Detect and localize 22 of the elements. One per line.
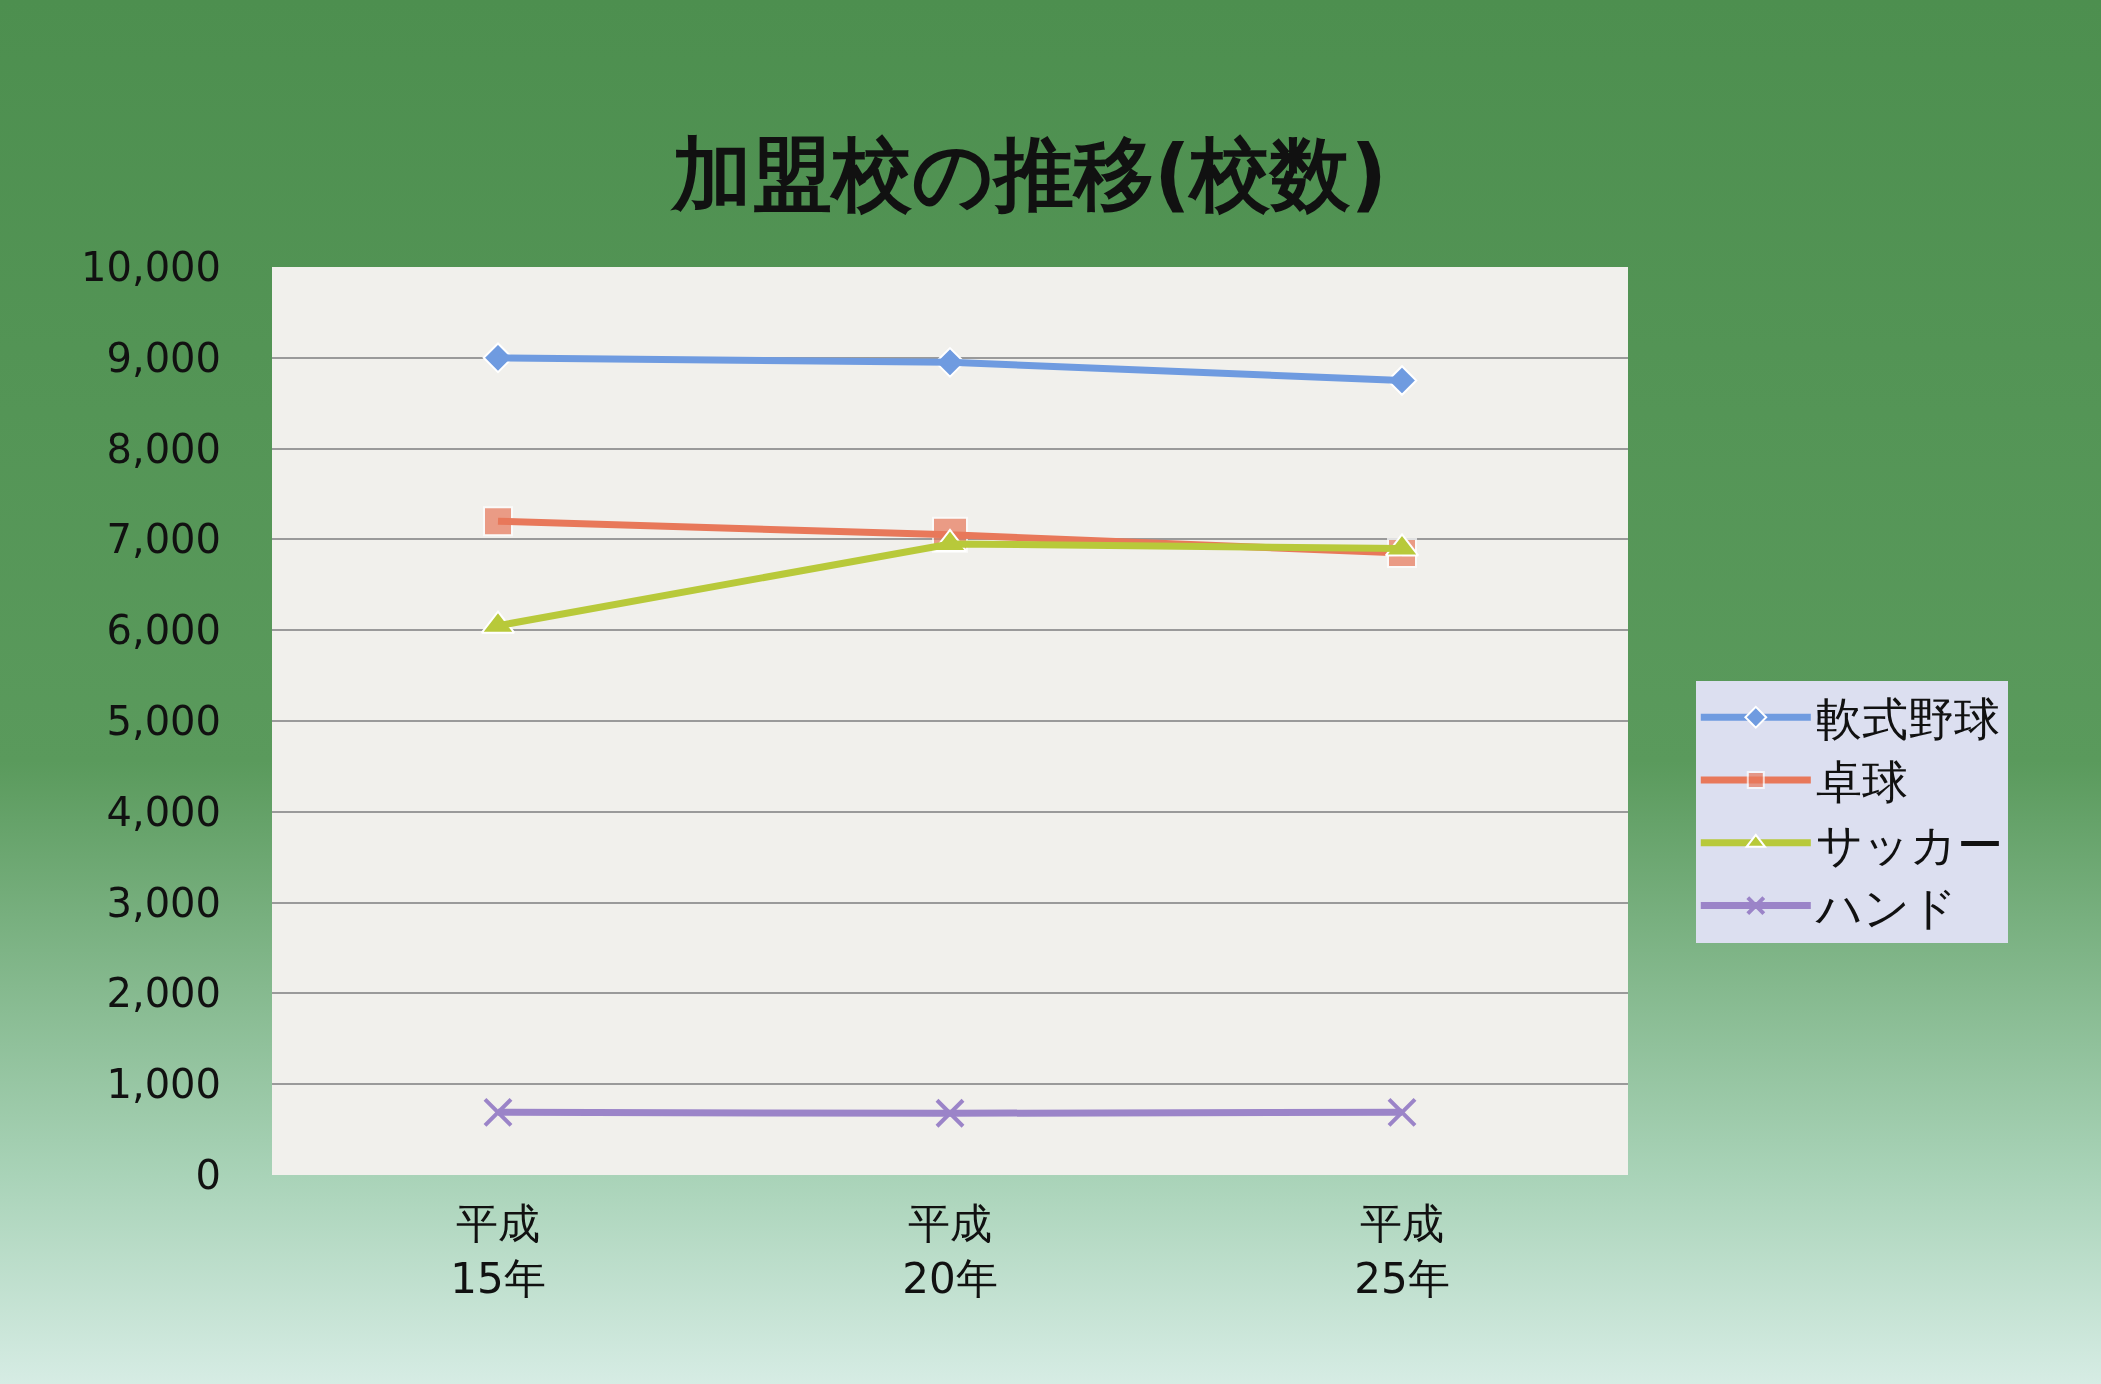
legend-label: 軟式野球 [1815, 692, 2000, 747]
y-tick-label: 0 [195, 1152, 221, 1198]
y-tick-label: 7,000 [106, 516, 221, 563]
y-tick-label: 3,000 [106, 879, 221, 926]
point [483, 1097, 513, 1128]
chart-title: 加盟校の推移(校数) [669, 128, 1388, 222]
y-tick-label: 6,000 [106, 607, 221, 654]
x-tick-label: 平成 15年 [450, 1199, 546, 1303]
y-tick-label: 9,000 [106, 334, 221, 381]
x-tick-label: 平成 25年 [1354, 1199, 1450, 1303]
y-tick-label: 2,000 [106, 970, 221, 1017]
legend-label: 卓球 [1815, 754, 1908, 809]
x-tick-label: 平成 20年 [902, 1199, 998, 1303]
y-tick-label: 5,000 [106, 698, 221, 744]
y-tick-label: 8,000 [106, 425, 221, 472]
y-tick-label: 10,000 [81, 244, 221, 290]
point [935, 1098, 965, 1129]
legend-label: ハンド [1814, 880, 1957, 935]
y-tick-label: 1,000 [106, 1061, 221, 1108]
legend-label: サッカー [1815, 817, 2003, 872]
y-tick-label: 4,000 [106, 788, 221, 835]
point [1387, 1097, 1417, 1128]
